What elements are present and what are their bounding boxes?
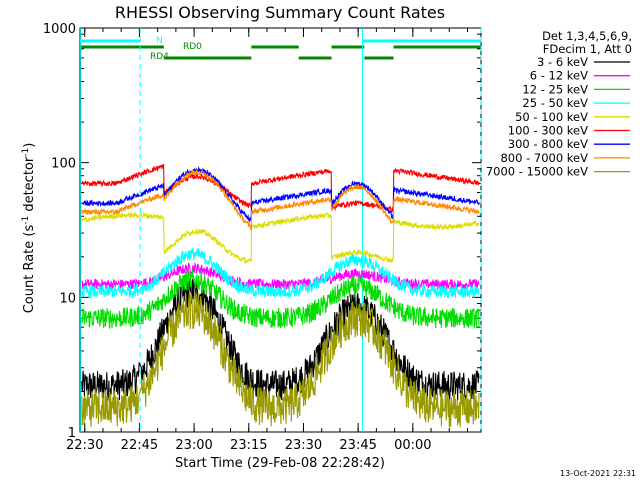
series-line [81,292,480,428]
legend-entry-label: 25 - 50 keV [522,96,588,110]
flag-label-rd4: RD4 [150,52,169,62]
legend-entry-label: 12 - 25 keV [522,82,588,96]
series-line [81,248,480,299]
y-tick-label: 1 [68,426,76,441]
y-axis-label-exponent: -1 [21,148,31,157]
x-tick-label: 23:30 [285,438,322,453]
legend-entry-label: 300 - 800 keV [508,137,588,151]
series-line [81,278,480,402]
legend-entry-label: 7000 - 15000 keV [486,165,588,179]
series-line [81,211,480,265]
series-line [81,261,480,291]
y-axis-label-exponent: -1 [21,216,31,225]
legend-entry-label: 800 - 7000 keV [500,151,588,165]
series-line [81,169,480,231]
x-tick-label: 23:00 [175,438,212,453]
legend-header-line: FDecim 1, Att 0 [543,42,632,56]
y-tick-label: 100 [51,157,76,172]
series-line [81,269,480,330]
x-tick-label: 22:30 [66,438,103,453]
series-line [81,165,480,223]
chart-title: RHESSI Observing Summary Count Rates [115,3,445,22]
flag-label-rd0: RD0 [183,42,202,52]
plot-area: 1 10 100 1000 22:30 22:45 23:00 23:15 23:30 23:45… [43,22,482,453]
x-axis-label: Start Time (29-Feb-08 22:28:42) [175,456,385,471]
flag-label-n: N [156,36,163,46]
series-line [81,163,480,213]
x-tick-label: 00:00 [394,438,431,453]
legend-entry-label: 50 - 100 keV [515,110,588,124]
y-axis-label-part: ) [22,143,37,148]
y-axis-label-part: Count Rate (s [22,225,37,314]
legend-entry-label: 100 - 300 keV [508,124,588,138]
legend-header-line: Det 1,3,4,5,6,9, [542,29,632,43]
x-tick-label: 22:45 [121,438,158,453]
timestamp: 13-Oct-2021 22:31 [560,469,636,478]
legend-entry-label: 6 - 12 keV [530,69,588,83]
y-tick-label: 1000 [43,22,76,37]
x-tick-label: 23:45 [339,438,376,453]
legend: Det 1,3,4,5,6,9, FDecim 1, Att 0 3 - 6 k… [486,29,632,179]
y-axis-label-part: detector [22,156,37,216]
y-tick-label: 10 [59,291,76,306]
x-tick-label: 23:15 [230,438,267,453]
y-axis-label: Count Rate (s-1 detector-1) [21,143,37,314]
legend-entry-label: 3 - 6 keV [537,55,588,69]
